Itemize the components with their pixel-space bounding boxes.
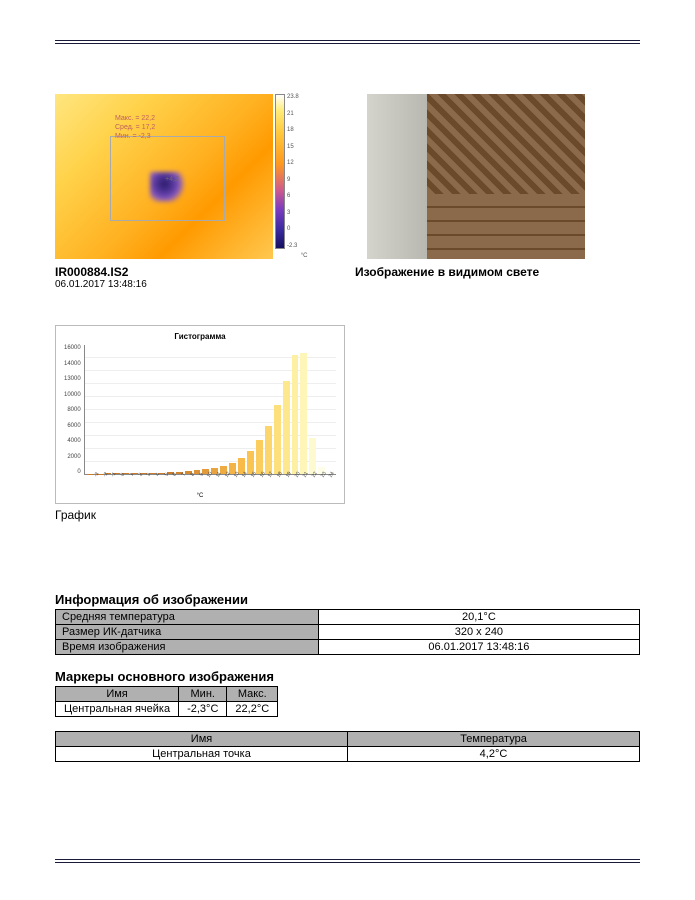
histogram-bar: [274, 405, 281, 474]
visible-caption: Изображение в видимом свете: [355, 265, 573, 290]
histogram-xaxis: -3-2-10123456789101112131415161718192021…: [92, 477, 336, 483]
table-row-label: Время изображения: [56, 640, 319, 655]
histogram-bar: [292, 355, 299, 474]
histogram-bar: [283, 381, 290, 474]
visible-light-image: [367, 94, 585, 259]
histogram-title: Гистограмма: [64, 332, 336, 341]
table-header: Макс.: [227, 687, 278, 702]
table-header: Мин.: [179, 687, 227, 702]
table-header: Имя: [56, 732, 348, 747]
points-section: ИмяТемператураЦентральная точка4,2°C: [55, 731, 640, 762]
table-cell: -2,3°C: [179, 702, 227, 717]
markers-table: ИмяМин.Макс. Центральная ячейка-2,3°C22,2…: [55, 686, 278, 717]
top-rule: [55, 40, 640, 44]
histogram-bar: [300, 353, 307, 474]
thermal-image: Макс. = 22,2 Сред. = 17,2 Мин. = -2,3 +4…: [55, 94, 273, 259]
thermal-overlay-text: Макс. = 22,2 Сред. = 17,2 Мин. = -2,3: [115, 114, 155, 141]
file-timestamp: 06.01.2017 13:48:16: [55, 279, 295, 290]
caption-row: IR000884.IS2 06.01.2017 13:48:16 Изображ…: [55, 265, 640, 290]
colorbar: 23.8211815129630-2.3: [275, 94, 299, 259]
info-title: Информация об изображении: [55, 592, 640, 607]
file-name: IR000884.IS2: [55, 265, 295, 279]
markers-title: Маркеры основного изображения: [55, 669, 640, 684]
points-table: ИмяТемператураЦентральная точка4,2°C: [55, 731, 640, 762]
table-header: Температура: [348, 732, 640, 747]
markers-section: Маркеры основного изображения ИмяМин.Мак…: [55, 669, 640, 717]
table-row-value: 06.01.2017 13:48:16: [318, 640, 639, 655]
thermal-panel: Макс. = 22,2 Сред. = 17,2 Мин. = -2,3 +4…: [55, 94, 307, 259]
histogram-xlabel: °C: [64, 493, 336, 499]
info-section: Информация об изображении Средняя темпер…: [55, 592, 640, 655]
histogram-yaxis: 1600014000130001000080006000400020000: [64, 345, 84, 475]
center-marker: +4,2: [165, 176, 179, 183]
colorbar-unit: °C: [301, 253, 308, 259]
histogram-bar: [265, 426, 272, 474]
info-table: Средняя температура20,1°CРазмер ИК-датчи…: [55, 609, 640, 655]
chart-caption: График: [55, 508, 640, 522]
table-row-value: 20,1°C: [318, 610, 639, 625]
table-cell: Центральная ячейка: [56, 702, 179, 717]
table-cell: 4,2°C: [348, 747, 640, 762]
histogram-panel: Гистограмма 1600014000130001000080006000…: [55, 325, 345, 504]
image-row: Макс. = 22,2 Сред. = 17,2 Мин. = -2,3 +4…: [55, 94, 640, 259]
table-row-label: Средняя температура: [56, 610, 319, 625]
table-cell: Центральная точка: [56, 747, 348, 762]
histogram-bar: [309, 438, 316, 474]
bottom-rule: [55, 859, 640, 865]
table-cell: 22,2°C: [227, 702, 278, 717]
histogram-bars: [84, 345, 336, 475]
table-row-label: Размер ИК-датчика: [56, 625, 319, 640]
table-row-value: 320 x 240: [318, 625, 639, 640]
table-header: Имя: [56, 687, 179, 702]
